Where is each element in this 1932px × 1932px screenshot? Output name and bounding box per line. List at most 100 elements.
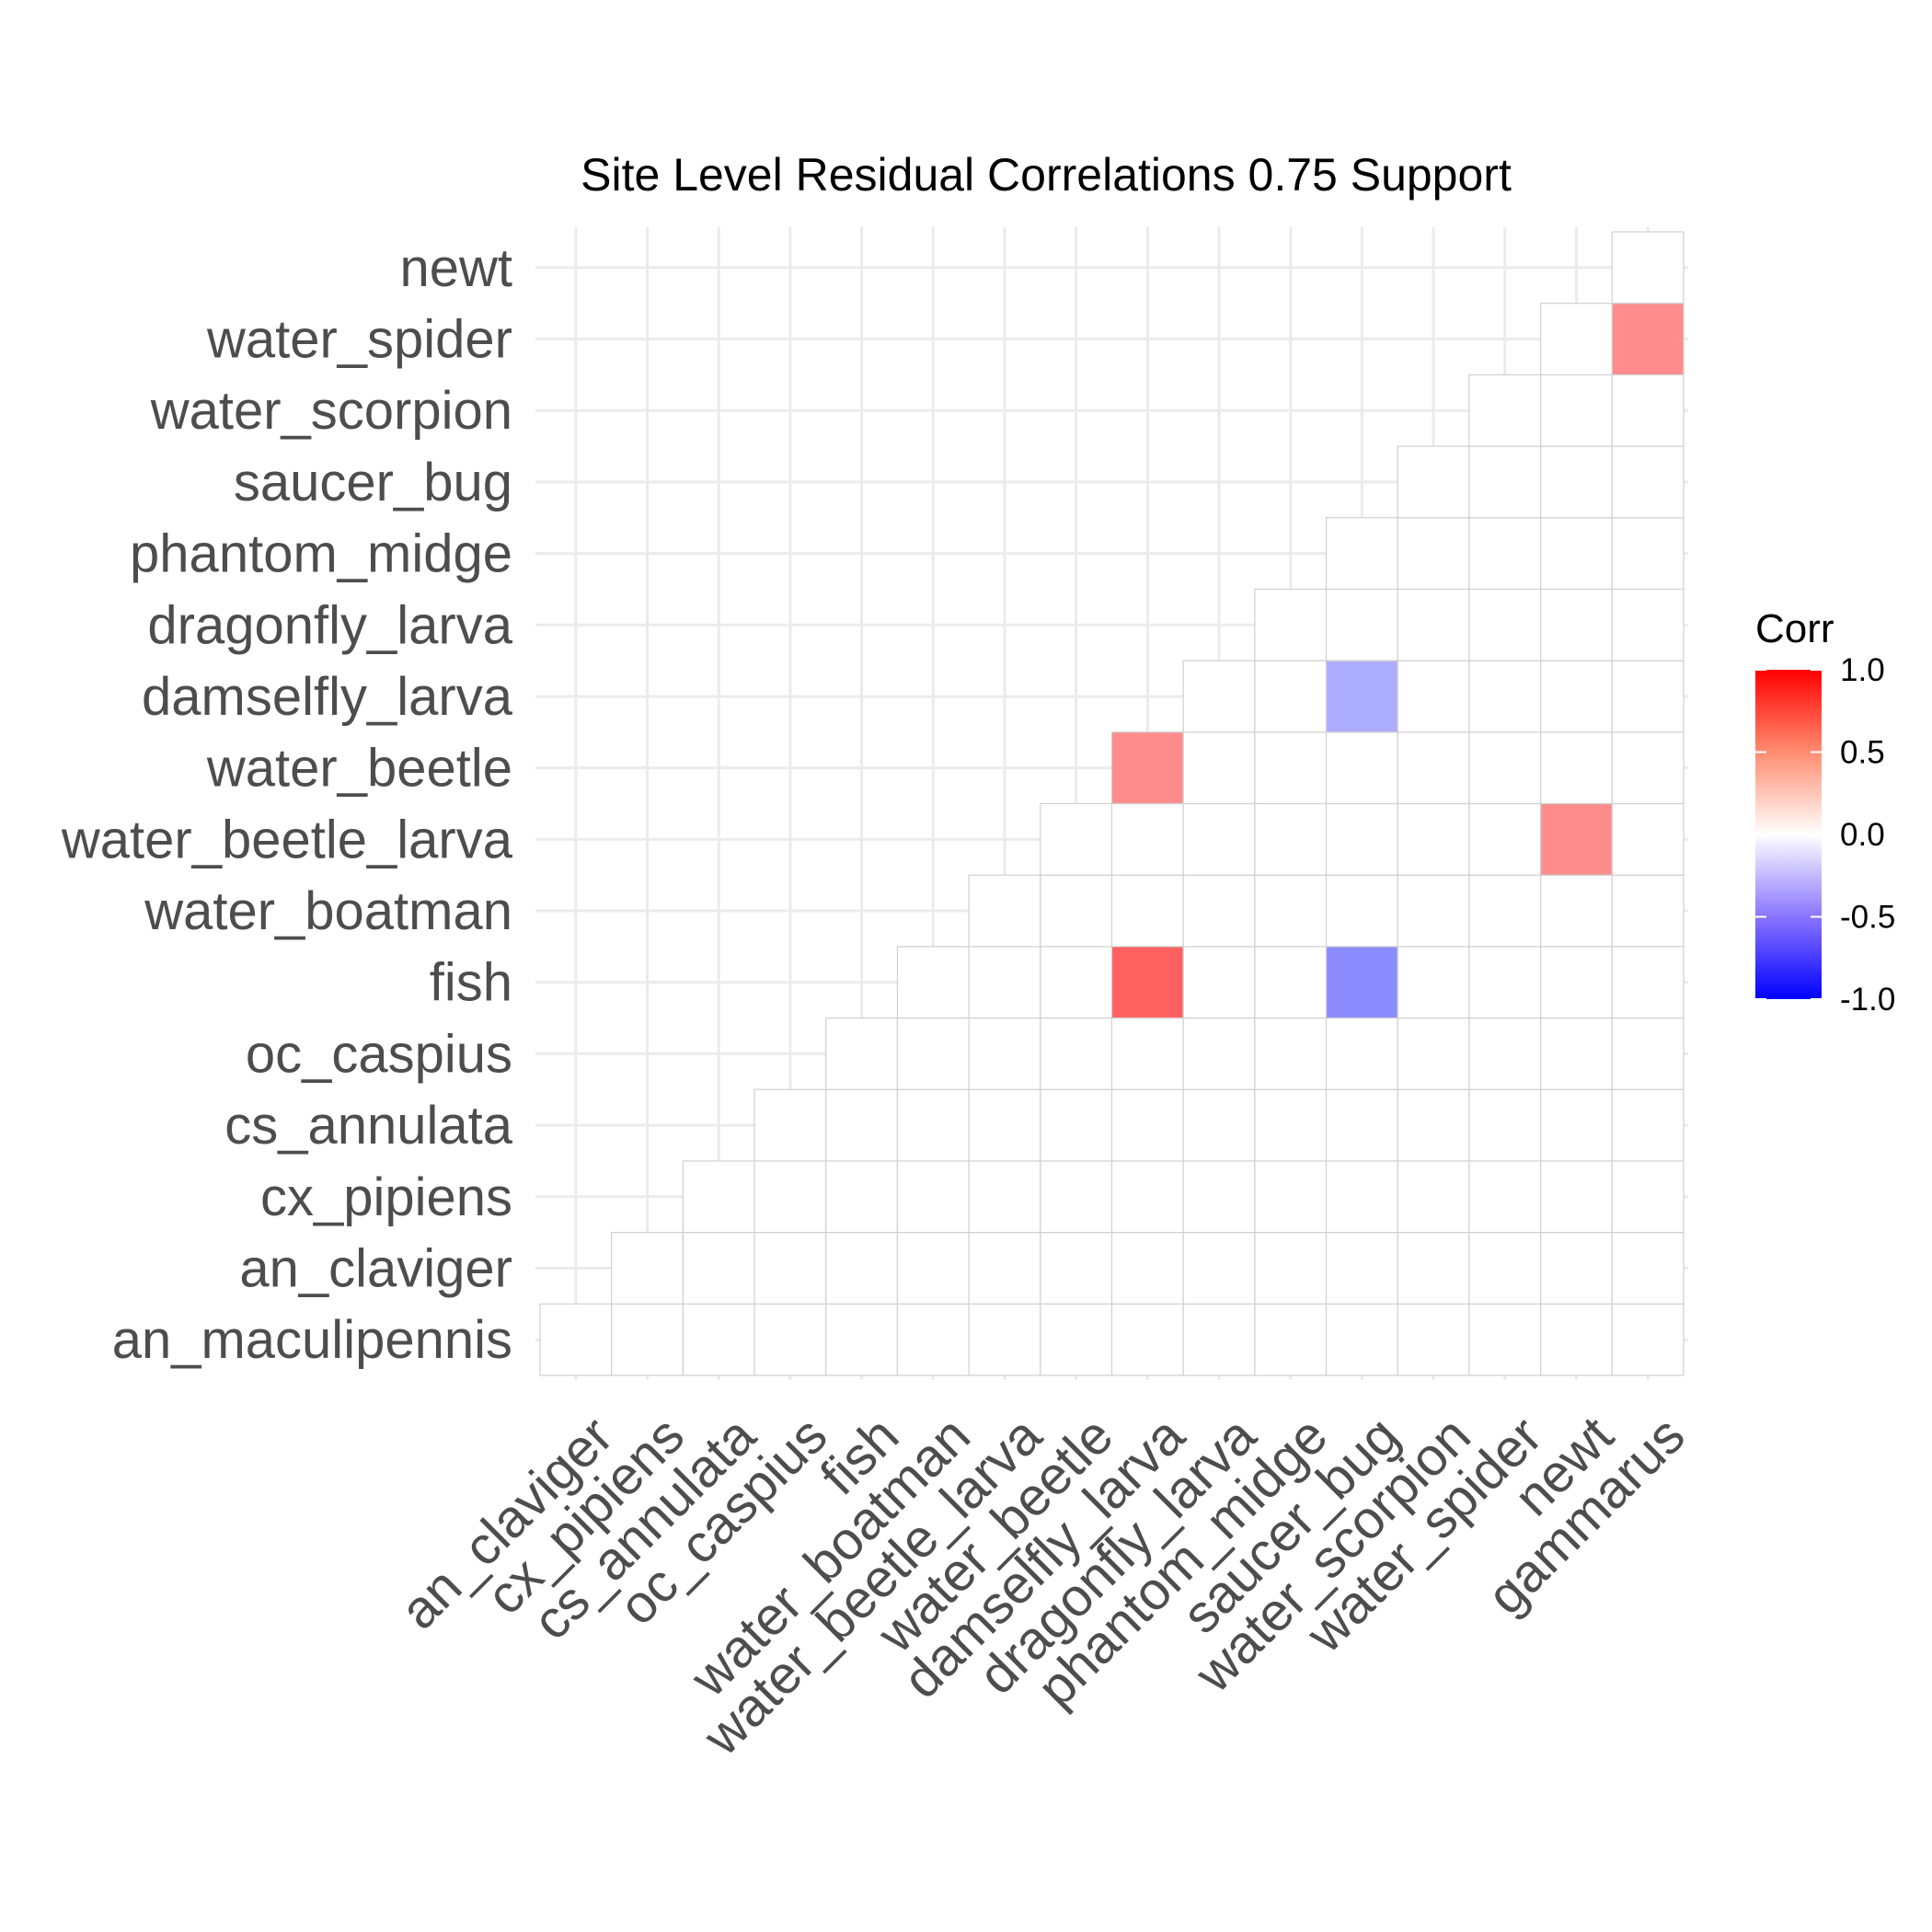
y-tick-label: water_scorpion: [150, 381, 512, 441]
heatmap-cell: [825, 1232, 899, 1305]
heatmap-cell: [1110, 1088, 1184, 1162]
y-tick-label: saucer_bug: [234, 453, 512, 512]
heatmap-cell: [1611, 517, 1685, 591]
heatmap-cell: [682, 1232, 755, 1305]
heatmap-cell: [1182, 1017, 1256, 1090]
heatmap-cell: [753, 1160, 827, 1234]
heatmap-cell: [611, 1232, 684, 1305]
heatmap-cell: [1254, 1088, 1328, 1162]
heatmap-cell: [1325, 1160, 1398, 1234]
heatmap-cell: [1468, 1232, 1542, 1305]
y-tick-label: water_beetle: [206, 739, 512, 799]
heatmap-cell: [1182, 660, 1256, 733]
heatmap-cell: [1397, 517, 1470, 591]
heatmap-cell: [1325, 1232, 1398, 1305]
heatmap-cell: [896, 1088, 970, 1162]
heatmap-cell: [896, 946, 970, 1019]
legend-ticks: 1.0 0.5 0.0 -0.5 -1.0: [1755, 652, 1895, 1018]
heatmap-cell: [1540, 303, 1613, 375]
heatmap-cell: [1325, 588, 1398, 661]
heatmap-cell: [1468, 874, 1542, 948]
heatmap-cell: [1040, 1232, 1113, 1305]
y-tick-label: phantom_midge: [130, 524, 512, 584]
heatmap-cell: [682, 1160, 755, 1234]
heatmap-cell: [1540, 731, 1613, 805]
heatmap-cell: [1468, 445, 1542, 519]
y-tick-label: water_boatman: [144, 881, 512, 941]
heatmap-cell: [968, 1160, 1041, 1234]
heatmap-cell: [1540, 517, 1613, 591]
heatmap-cell: [1468, 660, 1542, 733]
x-axis-tick-labels: an_clavigercx_pipienscs_annulataoc_caspi…: [389, 1405, 1696, 1767]
heatmap-cell: [1040, 1017, 1113, 1090]
heatmap-cell: [1182, 874, 1256, 948]
legend-tick-label: 1.0: [1840, 652, 1885, 688]
heatmap-cell: [1182, 1303, 1256, 1376]
heatmap-cell: [825, 1303, 899, 1376]
heatmap-cell: [1325, 946, 1398, 1019]
heatmap-cell: [1468, 1017, 1542, 1090]
heatmap-cell: [896, 1232, 970, 1305]
heatmap-cell: [1110, 1017, 1184, 1090]
heatmap-cell: [1040, 802, 1113, 876]
heatmap-cell: [539, 1303, 613, 1376]
heatmap-cell: [1611, 874, 1685, 948]
heatmap-cell: [1040, 874, 1113, 948]
heatmap-cell: [1540, 374, 1613, 447]
legend-tick-label: -0.5: [1840, 900, 1895, 936]
heatmap-cell: [1040, 1303, 1113, 1376]
heatmap-cell: [1611, 1088, 1685, 1162]
color-legend: Corr 1.0 0.5 0.0 -0.5 -1.0: [1755, 606, 1895, 1018]
heatmap-cell: [1254, 1160, 1328, 1234]
heatmap-cell: [1397, 660, 1470, 733]
heatmap-cell: [1611, 231, 1685, 305]
heatmap-cell: [682, 1303, 755, 1376]
heatmap-cell: [1468, 1088, 1542, 1162]
heatmap-cell: [1540, 445, 1613, 519]
heatmap-cell: [1325, 731, 1398, 805]
heatmap-cell: [1110, 1160, 1184, 1234]
heatmap-cell: [1254, 1232, 1328, 1305]
heatmap-cell: [1040, 1088, 1113, 1162]
y-tick-label: cs_annulata: [224, 1096, 513, 1156]
heatmap-cell: [1611, 588, 1685, 661]
heatmap-cell: [753, 1088, 827, 1162]
heatmap-cell: [1325, 1017, 1398, 1090]
heatmap-cell: [1611, 1232, 1685, 1305]
heatmap-cell: [1110, 731, 1184, 805]
heatmap-cell: [825, 1160, 899, 1234]
heatmap-cell: [1540, 1232, 1613, 1305]
heatmap-cell: [1110, 1303, 1184, 1376]
heatmap-cell: [1611, 303, 1685, 375]
heatmap-cell: [1397, 1088, 1470, 1162]
heatmap-cell: [825, 1017, 899, 1090]
heatmap-cell: [753, 1303, 827, 1376]
heatmap-cell: [1397, 874, 1470, 948]
heatmap-cell: [1540, 1017, 1613, 1090]
heatmap-cell: [1397, 588, 1470, 661]
heatmap-cell: [1397, 445, 1470, 519]
heatmap-cell: [1540, 588, 1613, 661]
heatmap-cell: [896, 1160, 970, 1234]
heatmap-cell: [1325, 517, 1398, 591]
heatmap-cell: [1254, 731, 1328, 805]
heatmap-cell: [1611, 1017, 1685, 1090]
heatmap-cell: [1468, 1160, 1542, 1234]
y-tick-label: water_spider: [206, 310, 512, 370]
heatmap-cell: [1611, 946, 1685, 1019]
heatmap-cell: [1611, 1160, 1685, 1234]
y-tick-label: newt: [399, 238, 512, 298]
heatmap-cell: [1254, 802, 1328, 876]
heatmap-cell: [1182, 1232, 1256, 1305]
y-tick-label: an_maculipennis: [112, 1310, 512, 1370]
y-axis-tick-labels: an_maculipennis an_claviger cx_pipiens cs_a…: [61, 238, 513, 1370]
heatmap-cell: [1468, 946, 1542, 1019]
heatmap-cell: [968, 1232, 1041, 1305]
heatmap-cell: [968, 1303, 1041, 1376]
heatmap-cell: [1397, 1017, 1470, 1090]
heatmap-cell: [1110, 1232, 1184, 1305]
heatmap-cell: [1040, 1160, 1113, 1234]
heatmap-cells: [539, 231, 1685, 1376]
heatmap-cell: [1397, 946, 1470, 1019]
